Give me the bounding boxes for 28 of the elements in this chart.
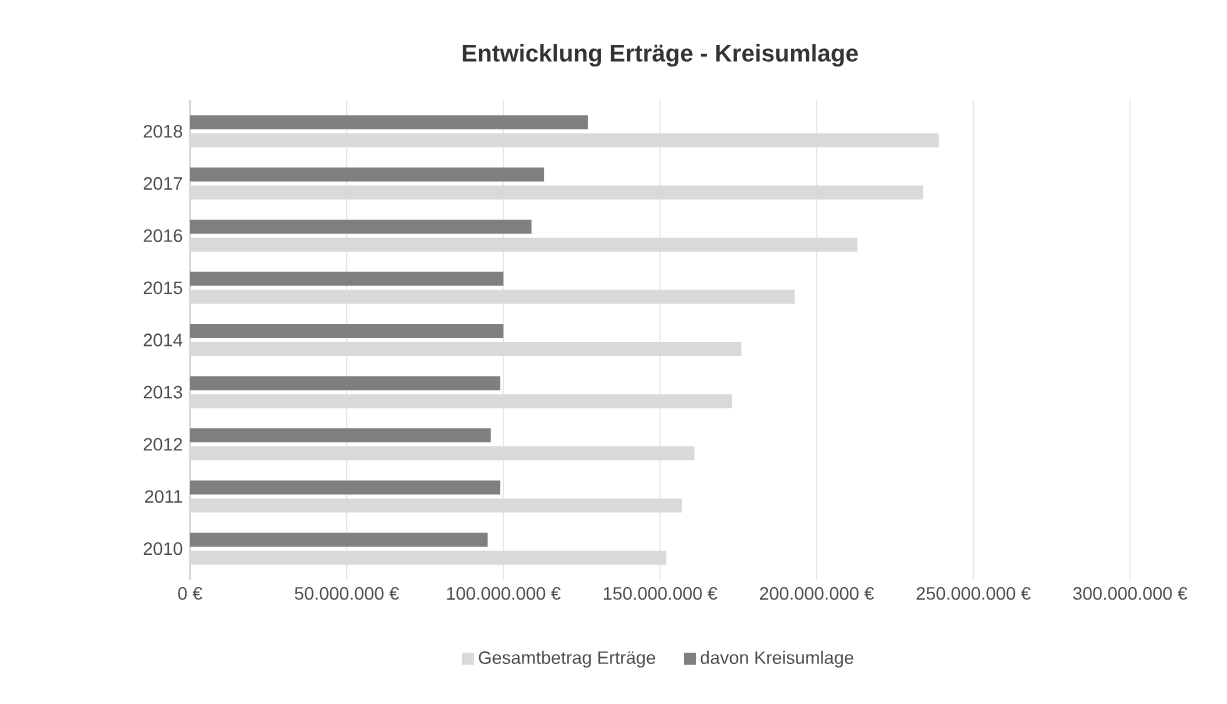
x-tick-label: 300.000.000 € [1073,587,1188,600]
x-tick-label: 0 € [178,587,203,600]
y-tick-label: 2014 [143,333,183,347]
y-tick-label: 2010 [143,542,183,556]
legend-label: Gesamtbetrag Erträge [478,650,656,668]
x-tick-label: 50.000.000 € [294,587,399,600]
x-tick-label: 150.000.000 € [603,587,718,600]
y-tick-label: 2015 [143,281,183,295]
x-tick-label: 250.000.000 € [916,587,1031,600]
legend-label: davon Kreisumlage [700,650,854,668]
bar [190,532,488,547]
x-tick-label: 200.000.000 € [760,587,874,600]
y-tick-label: 2018 [143,124,183,138]
bar [190,167,545,182]
chart-title: Entwicklung Erträge - Kreisumlage [462,44,858,67]
y-tick-label: 2013 [143,385,183,399]
y-tick-label: 2011 [145,490,183,503]
bar [190,324,504,338]
bar [190,428,491,443]
bar [190,115,588,130]
y-tick-label: 2017 [143,177,183,190]
y-tick-label: 2016 [143,229,183,243]
bar [190,271,504,286]
y-tick-label: 2012 [143,437,183,451]
bar [190,376,501,391]
bar [190,480,501,495]
bar [190,219,532,234]
x-tick-label: 100.000.000 € [447,587,561,600]
